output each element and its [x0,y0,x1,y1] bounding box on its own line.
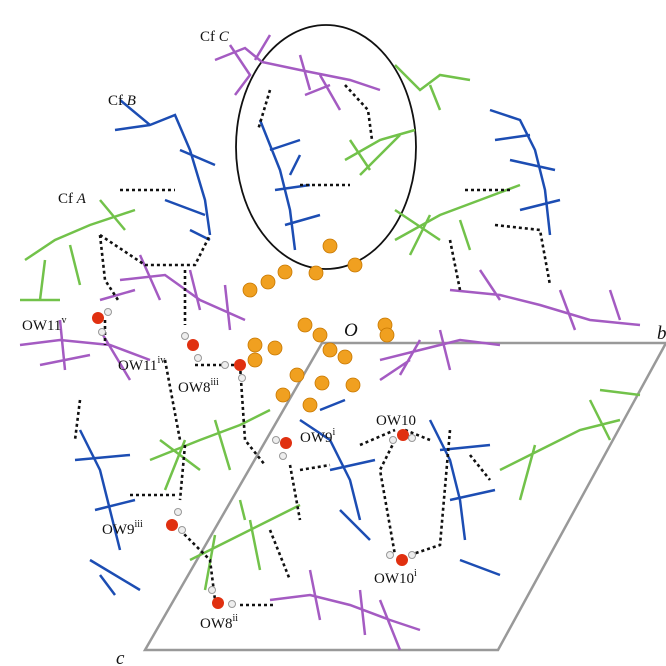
label: OW8iii [178,377,219,396]
axis-label: O [344,320,358,341]
label: Cf A [58,191,87,207]
label: Cf B [108,93,136,109]
cations [243,239,394,412]
label: OW10i [374,568,417,587]
label: OW11iv [118,355,165,374]
label: OW8ii [200,613,238,632]
label: OW9iii [102,519,143,538]
crystal-figure: Cf C Cf B Cf A OW11v OW11iv OW8iii OW9i … [0,0,666,666]
axis-label: b [657,323,666,344]
label: Cf C [200,29,230,45]
label: OW11v [22,315,66,334]
axis-label: c [116,648,125,666]
label: OW9i [300,427,336,446]
hydrogen-bonds [75,85,550,605]
label: OW10 [376,413,416,429]
